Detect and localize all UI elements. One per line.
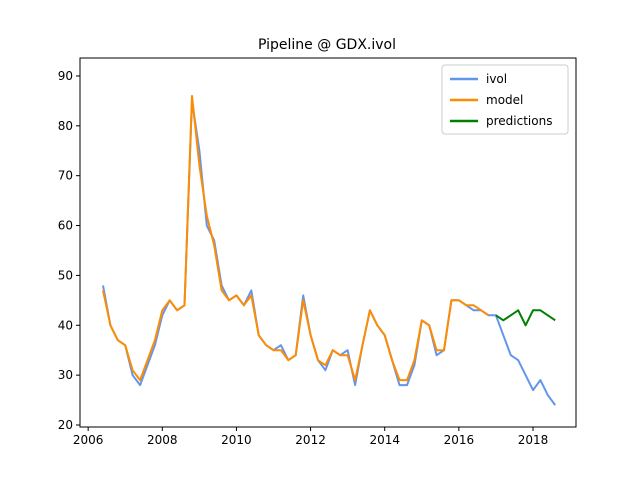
y-tick-label: 70 (58, 169, 73, 183)
y-tick-label: 50 (58, 268, 73, 282)
legend-box (441, 64, 569, 135)
x-tick-label: 2014 (369, 433, 400, 447)
y-tick-label: 30 (58, 368, 73, 382)
series-line (102, 94, 490, 382)
legend-label: ivol (486, 72, 507, 86)
y-tick-label: 80 (58, 119, 73, 133)
chart-title: Pipeline @ GDX.ivol (258, 37, 396, 53)
x-tick-label: 2018 (518, 433, 549, 447)
x-tick-label: 2008 (147, 433, 178, 447)
legend-label: model (486, 93, 523, 107)
y-tick-label: 60 (58, 219, 73, 233)
x-tick-label: 2010 (221, 433, 252, 447)
plot-frame (79, 57, 577, 428)
x-tick-label: 2006 (73, 433, 104, 447)
y-tick-label: 20 (58, 418, 73, 432)
y-tick-label: 40 (58, 318, 73, 332)
x-tick-label: 2016 (444, 433, 475, 447)
y-tick-label: 90 (58, 69, 73, 83)
x-tick-label: 2012 (295, 433, 326, 447)
legend-label: predictions (486, 114, 552, 128)
series-line (495, 309, 556, 327)
